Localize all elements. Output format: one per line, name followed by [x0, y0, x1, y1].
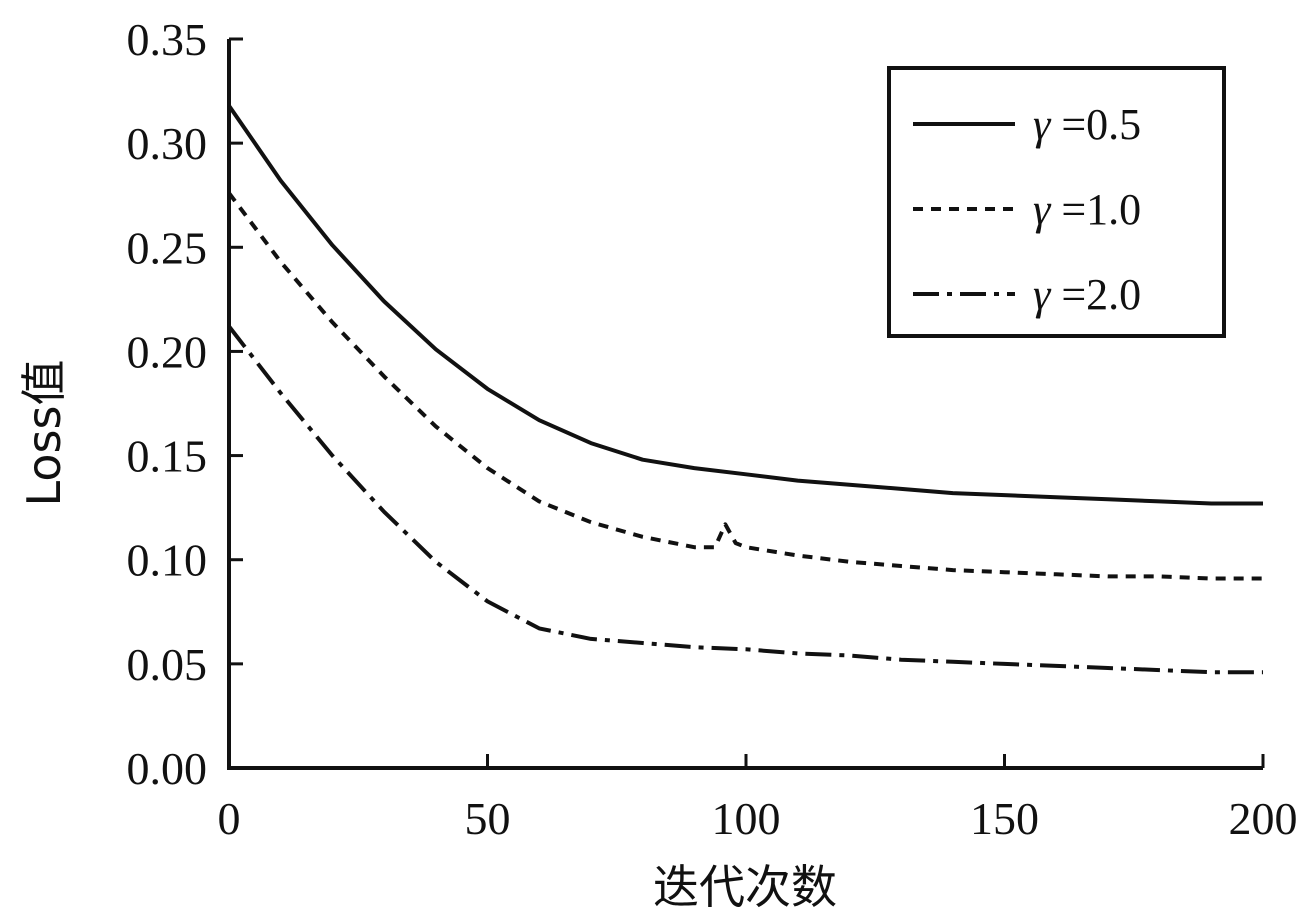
legend-label-2: γ =1.0	[1033, 185, 1141, 234]
y-tick-label: 0.35	[127, 14, 208, 65]
series-lines	[227, 104, 1263, 675]
y-tick-label: 0.00	[127, 743, 208, 794]
y-tick-label: 0.20	[127, 326, 208, 377]
legend-label-1: γ =0.5	[1033, 100, 1141, 149]
x-tick-label: 50	[465, 793, 511, 844]
axes: 0 50 100 150 200 0.00 0.05 0.10 0.15 0.20 0.25 0.30…	[127, 14, 1298, 844]
y-tick-label: 0.10	[127, 535, 208, 586]
x-axis-title: 迭代次数	[653, 860, 837, 914]
legend-box	[887, 66, 1226, 338]
x-tick-label: 200	[1229, 793, 1298, 844]
series-line-3	[227, 325, 1263, 675]
legend: γ =0.5γ =1.0γ =2.0	[887, 66, 1226, 338]
y-axis-title: Loss值	[17, 360, 71, 507]
legend-gamma-symbol: γ	[1033, 185, 1052, 234]
y-tick-label: 0.25	[127, 222, 208, 273]
legend-label-3: γ =2.0	[1033, 270, 1141, 319]
y-tick-label: 0.30	[127, 118, 208, 169]
y-tick-label: 0.05	[127, 639, 208, 690]
legend-gamma-symbol: γ	[1033, 270, 1052, 319]
legend-gamma-symbol: γ	[1033, 100, 1052, 149]
x-tick-label: 150	[970, 793, 1039, 844]
y-tick-label: 0.15	[127, 431, 208, 482]
series-line-1	[227, 104, 1263, 506]
x-tick-label: 0	[218, 793, 241, 844]
x-tick-label: 100	[712, 793, 781, 844]
legend-value: =1.0	[1050, 185, 1141, 234]
legend-value: =0.5	[1050, 100, 1141, 149]
legend-value: =2.0	[1050, 270, 1141, 319]
